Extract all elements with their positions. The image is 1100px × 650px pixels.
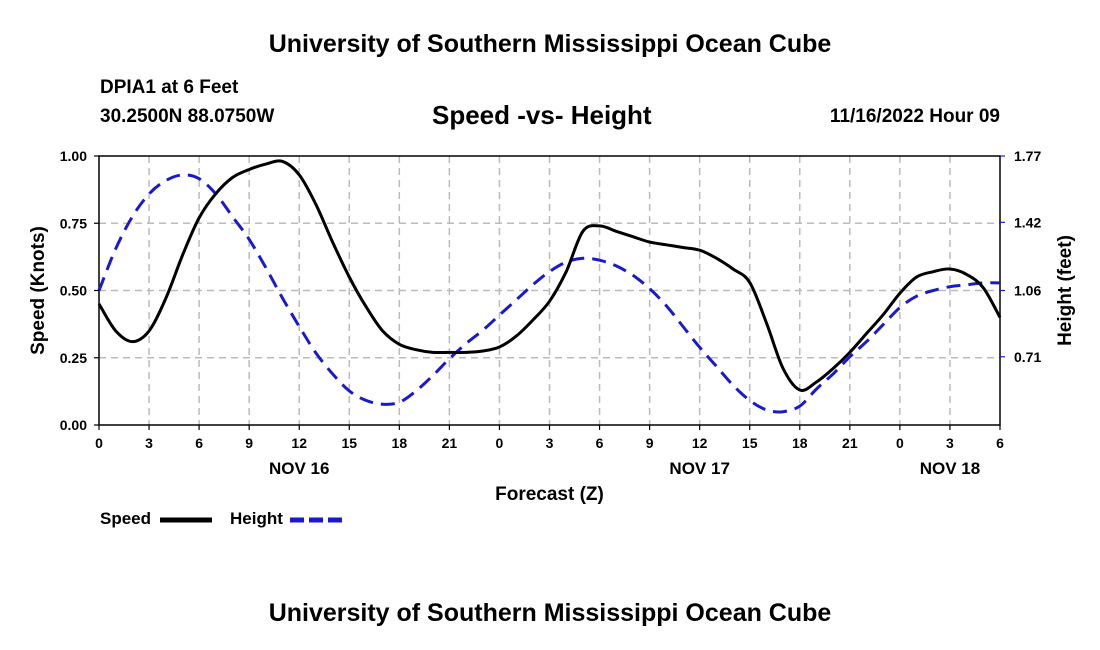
legend-height-label: Height — [230, 509, 283, 528]
x-tick-label: 15 — [341, 435, 357, 451]
y2-tick-label: 0.71 — [1014, 349, 1041, 365]
x-tick-label: 6 — [996, 435, 1004, 451]
y2-tick-label: 1.06 — [1014, 283, 1041, 299]
chart-series — [97, 159, 1002, 414]
chart-axes: 0 3 6 9 12 15 18 21 0 3 6 9 12 15 18 21 0 3 6 0.00 0.25 0.50 0… — [28, 148, 1076, 505]
x-tick-label: 0 — [896, 435, 904, 451]
y-tick-label: 1.00 — [60, 148, 87, 164]
x-tick-label: 0 — [496, 435, 504, 451]
y2-tick-label: 1.77 — [1014, 148, 1041, 164]
footer-title: University of Southern Mississippi Ocean… — [268, 599, 832, 627]
y-axis-title: Speed (Knots) — [28, 226, 49, 355]
x-tick-label: 3 — [546, 435, 554, 451]
x-tick-label: 15 — [742, 435, 758, 451]
date-label: NOV 16 — [269, 459, 329, 478]
station-coordinates: 30.2500N 88.0750W — [100, 106, 275, 127]
chart-grid — [99, 156, 1000, 425]
x-tick-label: 21 — [842, 435, 858, 451]
x-tick-label: 9 — [245, 435, 253, 451]
x-tick-label: 3 — [145, 435, 153, 451]
date-label: NOV 17 — [669, 459, 729, 478]
speed-height-chart: 0 3 6 9 12 15 18 21 0 3 6 9 12 15 18 21 0 3 6 0.00 0.25 0.50 0… — [28, 148, 1076, 523]
y-tick-label: 0.00 — [60, 417, 87, 433]
height-series-line — [97, 173, 1001, 414]
x-tick-label: 18 — [392, 435, 408, 451]
legend-speed-label: Speed — [100, 509, 152, 528]
speed-series-line — [97, 159, 1002, 392]
y-tick-label: 0.25 — [60, 350, 87, 366]
chart-title: Speed -vs- Height — [432, 100, 652, 130]
y-tick-label: 0.50 — [60, 283, 87, 299]
y2-axis-title: Height (feet) — [1055, 235, 1076, 346]
y-tick-label: 0.75 — [60, 215, 87, 231]
x-tick-label: 6 — [596, 435, 604, 451]
x-tick-label: 3 — [946, 435, 954, 451]
x-tick-label: 12 — [291, 435, 307, 451]
station-name: DPIA1 at 6 Feet — [100, 77, 239, 98]
x-axis-title: Forecast (Z) — [495, 484, 604, 505]
x-tick-label: 6 — [195, 435, 203, 451]
page-title: University of Southern Mississippi Ocean… — [268, 30, 832, 58]
x-tick-label: 12 — [692, 435, 708, 451]
x-tick-label: 0 — [95, 435, 103, 451]
date-label: NOV 18 — [920, 459, 980, 478]
forecast-timestamp: 11/16/2022 Hour 09 — [829, 106, 1000, 127]
y2-tick-label: 1.42 — [1014, 214, 1041, 230]
x-tick-label: 18 — [792, 435, 808, 451]
x-tick-label: 9 — [646, 435, 654, 451]
x-tick-label: 21 — [442, 435, 458, 451]
